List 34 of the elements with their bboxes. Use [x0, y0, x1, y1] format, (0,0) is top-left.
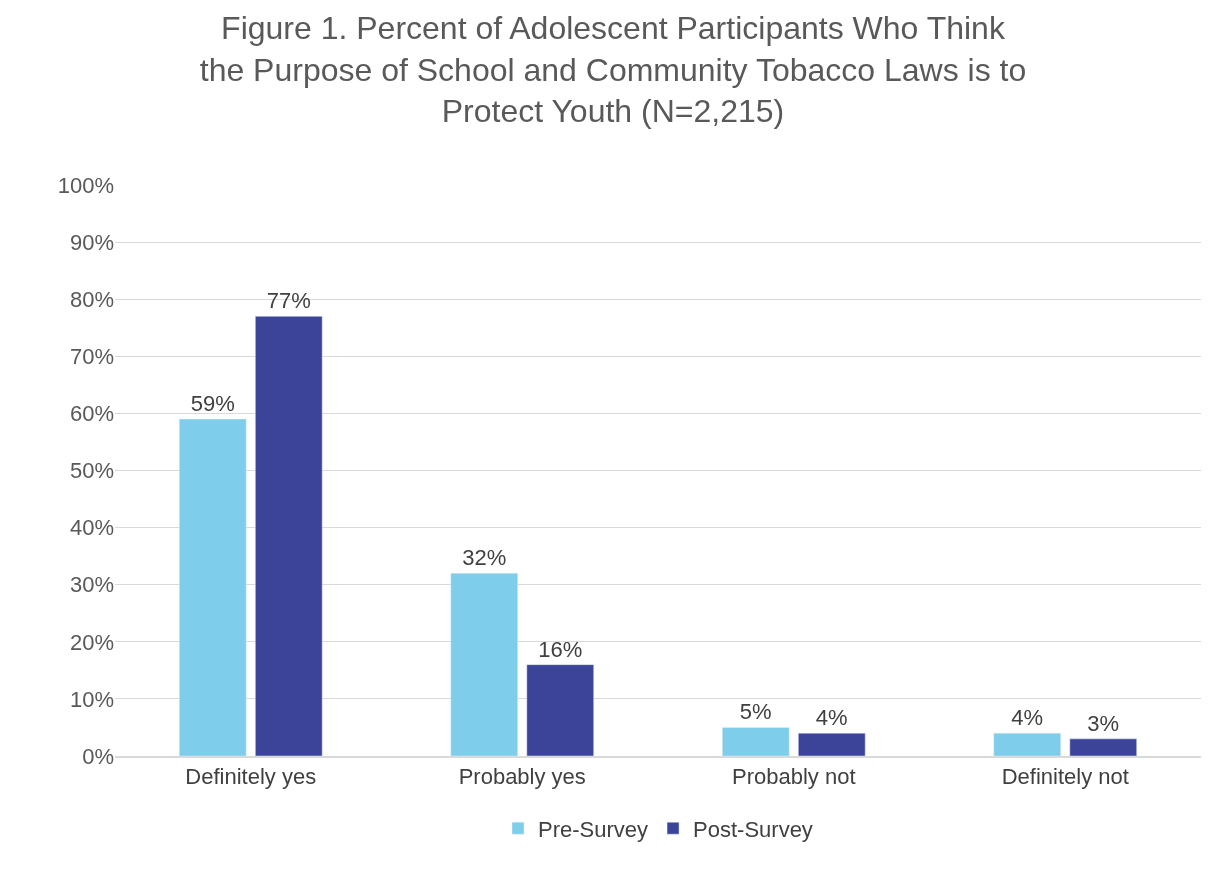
bar: [798, 732, 866, 756]
data-label: 5%: [739, 699, 772, 725]
y-tick-label: 50%: [69, 458, 114, 484]
x-tick-label: Definitely yes: [185, 764, 317, 790]
data-label: 32%: [462, 545, 507, 571]
y-tick-label: 30%: [69, 572, 114, 598]
x-tick-label: Probably not: [731, 764, 856, 790]
y-tick-label: 70%: [69, 344, 114, 369]
data-label: 16%: [538, 636, 583, 662]
y-tick-label: 100%: [57, 172, 114, 198]
x-tick-label: Probably yes: [458, 764, 586, 790]
data-label: 4%: [815, 705, 848, 731]
y-tick-label: 10%: [69, 686, 114, 712]
bar: [450, 573, 518, 756]
y-tick-label: 80%: [69, 286, 114, 312]
bar: [179, 418, 247, 756]
y-tick-label: 0%: [82, 743, 114, 769]
data-label: 77%: [266, 288, 311, 314]
bar: [526, 664, 594, 756]
bar: [255, 316, 323, 756]
x-tick-label: Definitely not: [1001, 764, 1129, 790]
bar: [1069, 738, 1137, 756]
data-label: 59%: [190, 391, 235, 417]
y-tick-label: 40%: [69, 515, 114, 541]
chart-title: Figure 1. Percent of Adolescent Participants Who Think the Purpose of School and Community Tobacco Laws is to Protect Youth (N=2,215): [199, 10, 1027, 130]
data-label: 3%: [1087, 710, 1120, 736]
bar: [722, 727, 790, 756]
y-tick-label: 90%: [69, 229, 114, 255]
bar: [993, 732, 1061, 756]
y-tick-label: 20%: [69, 629, 114, 655]
legend-label: Pre-Survey: [538, 816, 649, 842]
y-tick-label: 60%: [69, 401, 114, 427]
data-label: 4%: [1011, 705, 1044, 731]
legend-label: Post-Survey: [693, 816, 813, 842]
